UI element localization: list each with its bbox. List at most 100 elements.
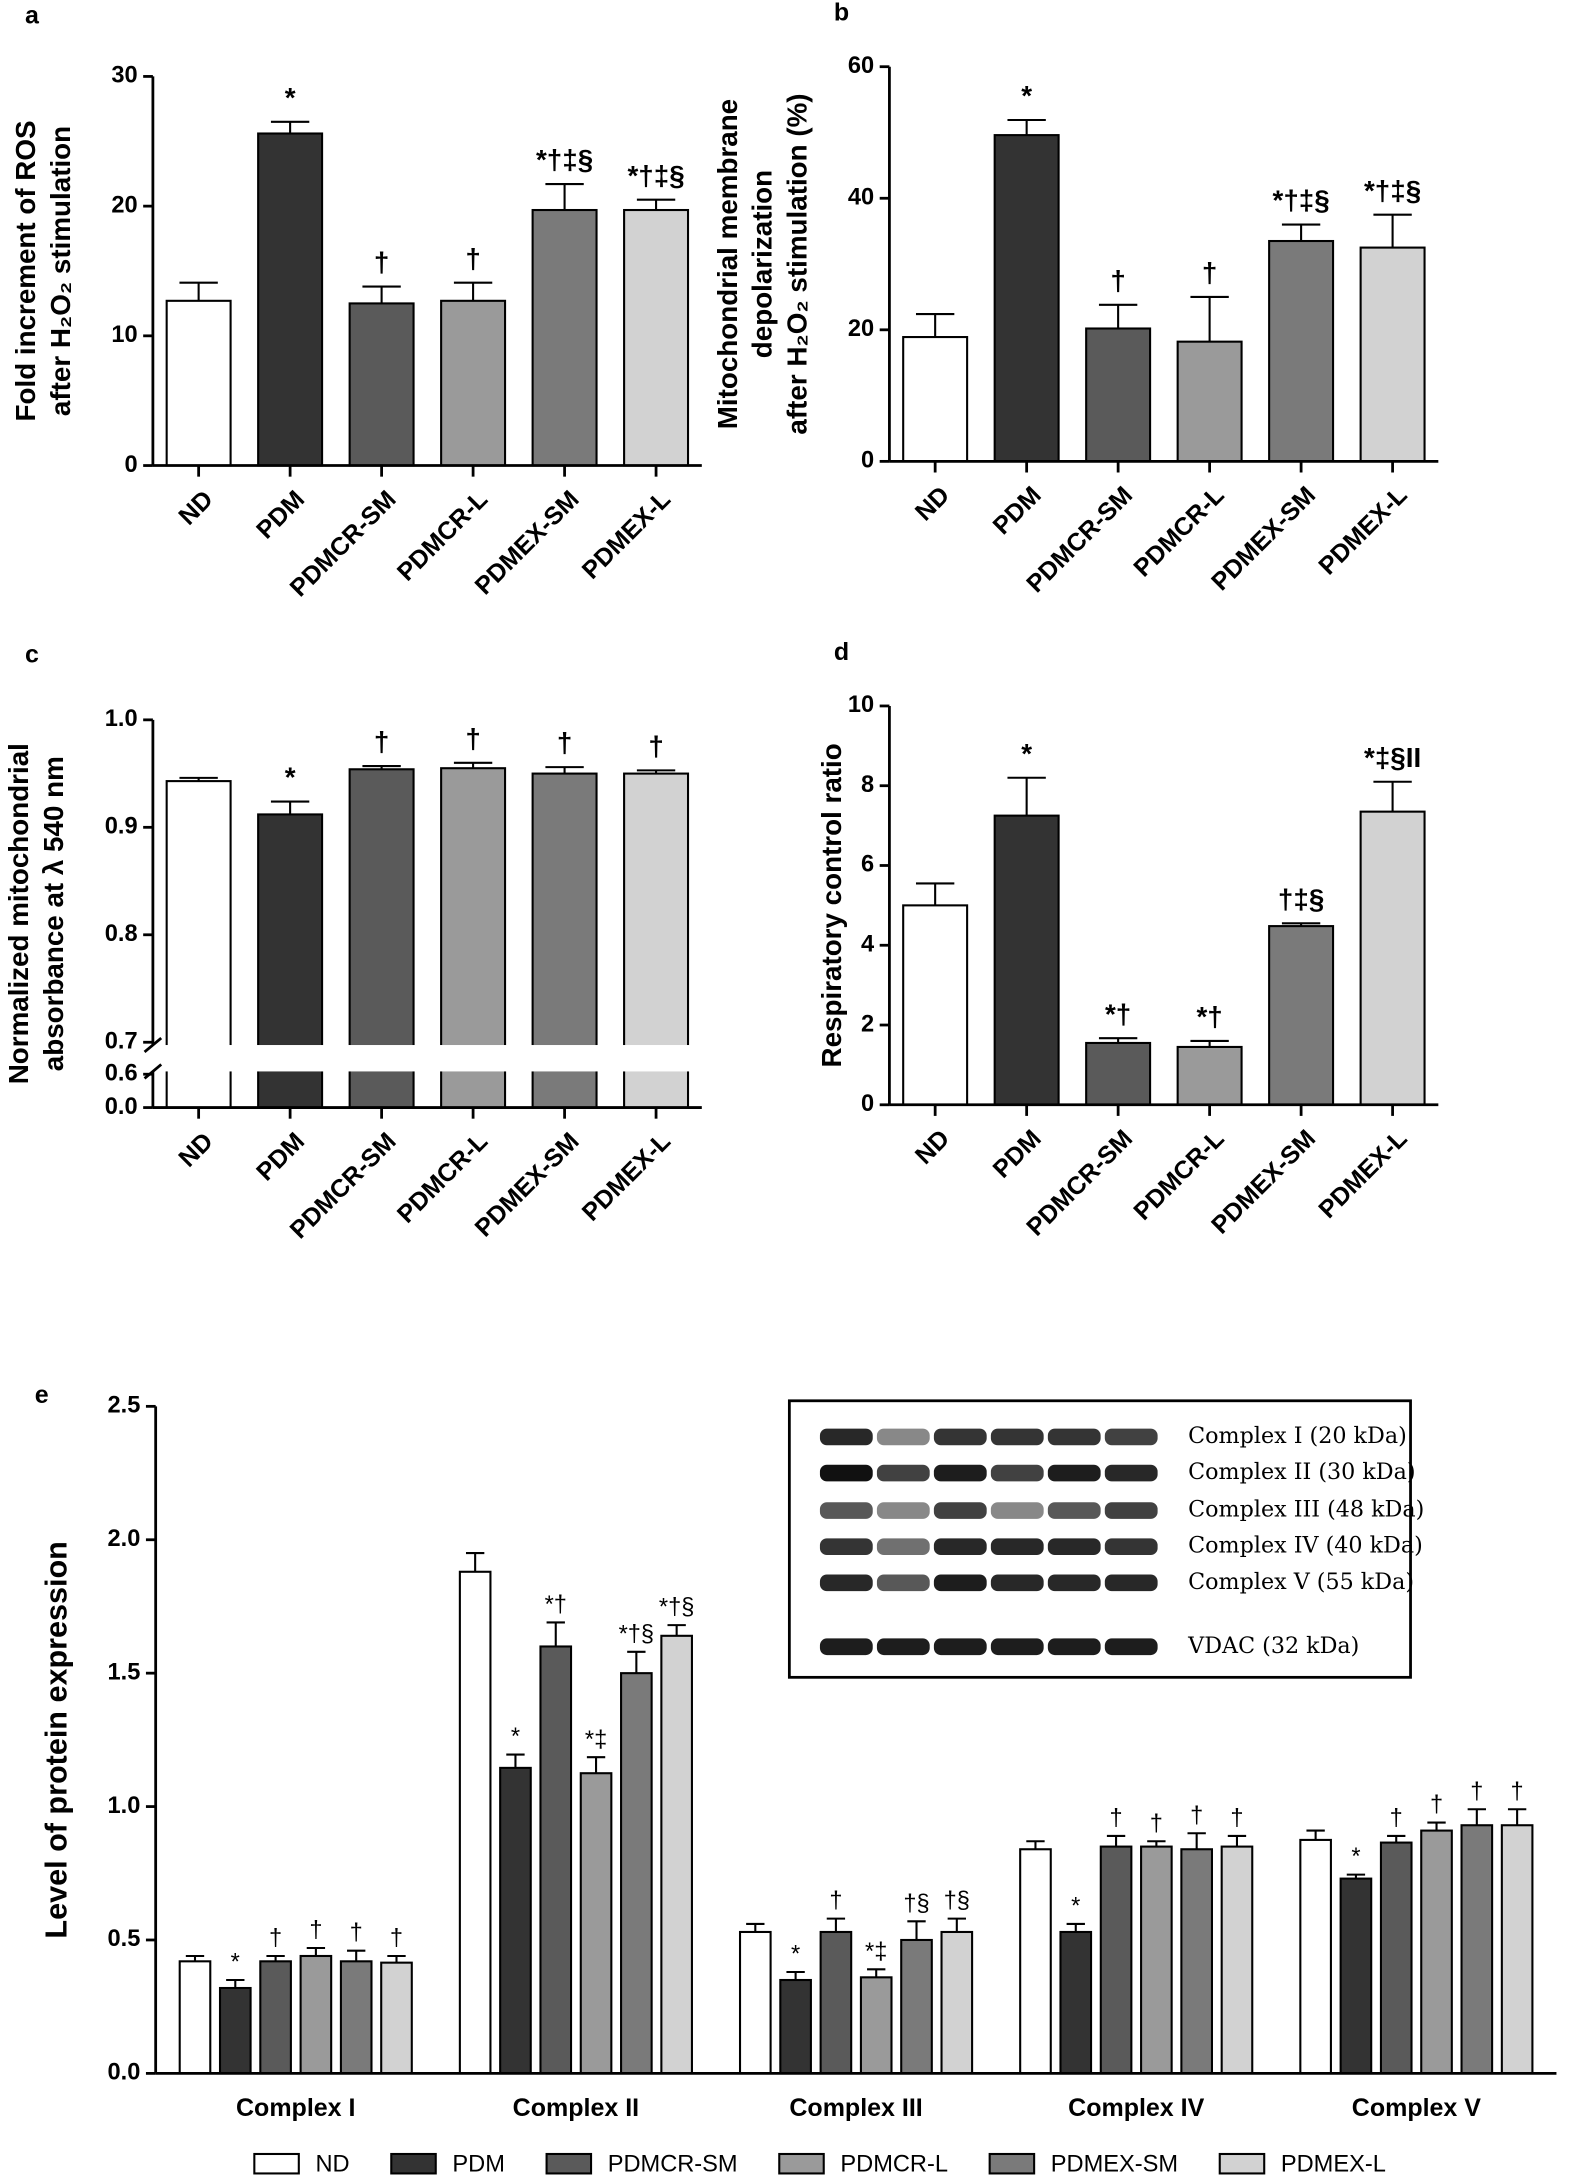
bar bbox=[579, 1772, 613, 2075]
legend-swatch bbox=[545, 2152, 593, 2175]
y-tick-label: 4 bbox=[861, 931, 874, 957]
blot-band bbox=[876, 1464, 930, 1482]
bar bbox=[178, 1960, 212, 2075]
x-tick-label: ND bbox=[173, 485, 218, 530]
break-mark bbox=[143, 1037, 163, 1054]
annotation: † bbox=[465, 723, 480, 754]
blot-band bbox=[1104, 1574, 1158, 1592]
annotation: *†§ bbox=[659, 1595, 694, 1621]
annotation: * bbox=[1021, 738, 1032, 769]
y-tick-label: 30 bbox=[111, 63, 137, 89]
blot-band bbox=[819, 1574, 873, 1592]
annotation: *† bbox=[1196, 1001, 1222, 1032]
legend-label: PDMEX-L bbox=[1281, 2151, 1386, 2177]
blot-band bbox=[933, 1538, 987, 1556]
x-tick-label: Complex V bbox=[1352, 2094, 1482, 2122]
blot-band bbox=[933, 1574, 987, 1592]
y-tick-label: 10 bbox=[111, 322, 137, 348]
bar bbox=[499, 1766, 532, 2075]
bar bbox=[1220, 1845, 1254, 2075]
legend-label: ND bbox=[315, 2151, 349, 2177]
annotation: * bbox=[1351, 1844, 1360, 1870]
blot-label: Complex II (30 kDa) bbox=[1188, 1459, 1415, 1485]
annotation: † bbox=[350, 1920, 363, 1946]
annotation: † bbox=[648, 730, 663, 761]
bar bbox=[1339, 1877, 1373, 2075]
blot-band bbox=[933, 1502, 987, 1519]
y-axis-label: absorbance at λ 540 nm bbox=[38, 756, 69, 1071]
bar bbox=[859, 1976, 893, 2075]
y-tick-label: 0.6 bbox=[105, 1060, 138, 1086]
annotation: *†§ bbox=[619, 1621, 654, 1647]
y-tick-label: 1.0 bbox=[108, 1793, 141, 1819]
blot-band bbox=[1047, 1574, 1101, 1592]
legend-label: PDMCR-L bbox=[840, 2151, 948, 2177]
x-tick-label: ND bbox=[910, 481, 955, 526]
y-tick-label: 0.5 bbox=[108, 1926, 141, 1952]
y-axis-label: depolarization bbox=[747, 170, 778, 358]
legend-label: PDM bbox=[452, 2151, 504, 2177]
panel-label: e bbox=[35, 1381, 49, 1409]
annotation: † bbox=[390, 1926, 403, 1952]
x-tick-label: PDMEX-L bbox=[1313, 1124, 1412, 1223]
y-axis-label: after H₂O₂ stimulation (%) bbox=[781, 93, 812, 434]
panel-label: c bbox=[25, 641, 39, 669]
x-tick-label: PDM bbox=[251, 485, 310, 544]
annotation: † bbox=[1202, 257, 1217, 288]
y-tick-label: 0 bbox=[861, 448, 874, 474]
break-mark bbox=[143, 1063, 163, 1080]
annotation: *†‡§ bbox=[536, 144, 593, 175]
y-tick-label: 0.7 bbox=[105, 1028, 138, 1054]
annotation: † bbox=[557, 727, 572, 758]
annotation: *‡§II bbox=[1364, 742, 1421, 773]
blot-band bbox=[990, 1638, 1044, 1656]
x-tick-label: PDMEX-L bbox=[577, 1127, 676, 1226]
bar bbox=[440, 299, 507, 467]
blot-label: VDAC (32 kDa) bbox=[1187, 1633, 1359, 1659]
annotation: * bbox=[231, 1950, 240, 1976]
y-tick-label: 0.9 bbox=[105, 814, 138, 840]
annotation: †‡§ bbox=[1278, 883, 1324, 914]
annotation: * bbox=[285, 762, 296, 793]
annotation: *†‡§ bbox=[1364, 175, 1421, 206]
bar bbox=[1420, 1829, 1453, 2075]
y-tick-label: 1.5 bbox=[108, 1659, 141, 1685]
bar bbox=[1180, 1848, 1213, 2075]
legend-swatch bbox=[1218, 2152, 1266, 2175]
bar bbox=[1460, 1824, 1494, 2075]
bar bbox=[1085, 1041, 1152, 1106]
y-axis-label: after H₂O₂ stimulation bbox=[45, 126, 76, 416]
blot-band bbox=[1047, 1502, 1101, 1519]
blot-band bbox=[933, 1464, 987, 1482]
bar bbox=[1268, 239, 1335, 463]
bar bbox=[380, 1961, 413, 2075]
bar bbox=[819, 1930, 853, 2075]
x-tick-label: Complex I bbox=[236, 2094, 355, 2122]
blot-band bbox=[819, 1428, 873, 1446]
annotation: †§ bbox=[944, 1888, 970, 1914]
annotation: *†‡§ bbox=[1273, 185, 1330, 216]
bar bbox=[257, 132, 324, 467]
blot-band bbox=[933, 1638, 987, 1656]
annotation: * bbox=[1071, 1894, 1080, 1920]
annotation: † bbox=[309, 1918, 322, 1944]
y-tick-label: 8 bbox=[861, 772, 874, 798]
bar bbox=[1099, 1845, 1133, 2075]
x-tick-label: ND bbox=[173, 1127, 218, 1172]
bar bbox=[299, 1954, 333, 2075]
x-tick-label: PDM bbox=[988, 1124, 1047, 1183]
bar bbox=[539, 1645, 573, 2075]
blot-label: Complex IV (40 kDa) bbox=[1188, 1533, 1423, 1559]
y-tick-label: 10 bbox=[848, 692, 874, 718]
bar bbox=[620, 1672, 653, 2075]
bar bbox=[1359, 246, 1426, 463]
annotation: † bbox=[1390, 1805, 1403, 1831]
blot-band bbox=[1047, 1464, 1101, 1482]
annotation: † bbox=[269, 1926, 282, 1952]
x-tick-label: PDM bbox=[251, 1127, 310, 1186]
bar bbox=[738, 1930, 772, 2075]
bar bbox=[993, 814, 1060, 1106]
y-tick-label: 40 bbox=[848, 184, 874, 210]
annotation: †§ bbox=[903, 1891, 929, 1917]
bar bbox=[1268, 925, 1335, 1106]
